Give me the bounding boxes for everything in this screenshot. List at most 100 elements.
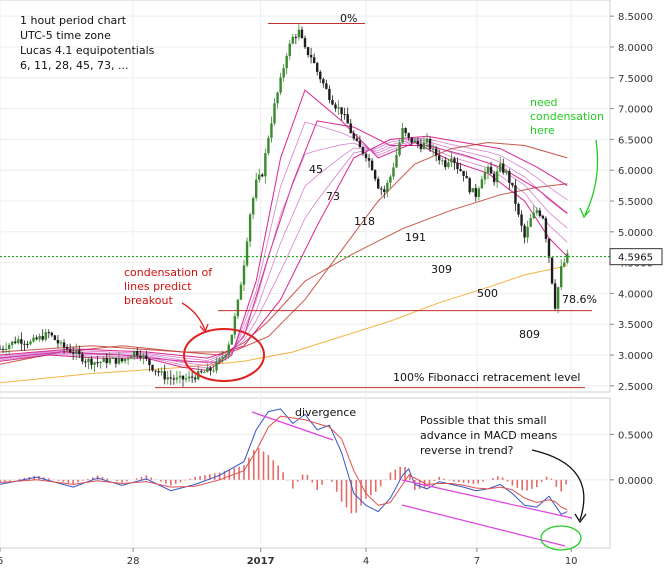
info-text: Lucas 4.1 equipotentials	[20, 44, 155, 57]
macd-histogram-bar	[160, 479, 162, 482]
macd-histogram-bar	[331, 479, 333, 482]
candle-body	[331, 99, 334, 105]
macd-histogram-bar	[262, 451, 265, 480]
macd-histogram-bar	[506, 479, 509, 482]
macd-histogram-bar	[296, 479, 299, 482]
macd-histogram-bar	[228, 469, 231, 480]
candle-body	[434, 148, 438, 156]
macd-histogram-bar	[277, 465, 279, 480]
macd-histogram-bar	[345, 479, 348, 508]
candle-body	[553, 283, 557, 309]
candle-body	[560, 266, 563, 288]
candle-body	[410, 137, 413, 143]
candle-body	[72, 352, 75, 354]
candle-body	[395, 155, 398, 168]
candle-body	[309, 55, 313, 58]
y-tick-label: 8.5000	[618, 12, 653, 23]
macd-histogram-bar	[62, 479, 65, 482]
y-tick-label: 3.0000	[618, 351, 653, 362]
macd-histogram-bar	[301, 474, 304, 480]
candle-body	[218, 358, 221, 362]
macd-histogram-bar	[370, 479, 372, 496]
candle-body	[297, 29, 301, 38]
macd-histogram-bar	[453, 479, 455, 482]
candle-body	[53, 335, 57, 340]
trend-channel-upper	[401, 479, 573, 519]
candle-body	[419, 144, 423, 150]
macd-histogram-bar	[243, 465, 245, 480]
candle-body	[471, 188, 474, 193]
macd-histogram-bar	[321, 479, 323, 485]
macd-y-tick-label: 0.5000	[618, 430, 653, 441]
macd-highlight-ellipse	[540, 525, 582, 551]
info-text: UTC-5 time zone	[20, 29, 111, 42]
candle-body	[230, 334, 233, 345]
candle-body	[279, 77, 282, 93]
fib-0-label: 0%	[340, 12, 357, 25]
candle-body	[520, 214, 523, 226]
candle-body	[75, 350, 78, 354]
macd-histogram-bar	[526, 479, 528, 491]
moving-average-line	[0, 89, 568, 371]
candle-body	[47, 332, 50, 334]
macd-histogram-bar	[87, 478, 89, 480]
candle-body	[23, 343, 26, 345]
candle-body	[474, 188, 477, 197]
candle-body	[346, 114, 349, 124]
candle-body	[68, 349, 72, 353]
y-tick-label: 3.5000	[618, 320, 653, 331]
fan-ma-line	[0, 137, 568, 362]
candle-body	[273, 103, 276, 124]
candle-body	[148, 358, 151, 366]
candle-body	[459, 169, 462, 171]
candle-body	[465, 175, 468, 179]
price-candles	[0, 22, 569, 387]
macd-histogram-bar	[204, 475, 206, 480]
candle-body	[425, 139, 429, 143]
fib-786-label: 78.6%	[562, 293, 597, 306]
candle-body	[93, 362, 96, 365]
macd-histogram-bar	[101, 476, 104, 480]
macd-histogram-bar	[189, 478, 192, 480]
moving-average-line	[0, 183, 568, 365]
candle-body	[84, 361, 87, 363]
candle-body	[508, 171, 511, 183]
macd-histogram-bar	[482, 479, 484, 482]
candle-body	[178, 375, 182, 378]
candle-body	[325, 83, 328, 89]
fan-ma-line	[0, 139, 568, 366]
need-condensation-text: here	[530, 124, 555, 137]
y-tick-label: 4.0000	[618, 289, 653, 300]
candle-body	[236, 299, 240, 317]
candle-body	[517, 203, 520, 215]
macd-histogram-bar	[565, 479, 567, 485]
macd-histogram-bar	[145, 475, 148, 480]
current-price-label: 4.5965	[618, 253, 653, 264]
candle-body	[154, 370, 157, 372]
candle-body	[416, 140, 420, 145]
candle-body	[282, 68, 285, 78]
macd-histogram-bar	[0, 479, 1, 483]
macd-histogram-bar	[48, 478, 50, 480]
candle-body	[547, 238, 551, 258]
macd-histogram-bar	[223, 471, 226, 480]
info-text: 1 hout period chart	[20, 14, 127, 27]
macd-histogram-bar	[340, 479, 343, 502]
candle-body	[157, 371, 160, 373]
candle-body	[276, 92, 279, 104]
y-tick-label: 5.5000	[618, 197, 653, 208]
macd-histogram-bar	[199, 476, 201, 480]
candle-body	[145, 355, 148, 359]
candle-body	[541, 215, 545, 219]
candle-body	[340, 107, 343, 115]
candle-body	[59, 342, 63, 344]
fan-ma-line	[0, 138, 568, 364]
macd-histogram-bar	[477, 479, 480, 484]
macd-histogram-bar	[135, 478, 138, 480]
candle-body	[349, 123, 352, 134]
macd-histogram-bar	[540, 479, 543, 482]
macd-histogram-bar	[545, 476, 548, 480]
candle-body	[56, 339, 60, 344]
macd-histogram-bar	[511, 479, 514, 486]
candle-body	[300, 29, 304, 39]
